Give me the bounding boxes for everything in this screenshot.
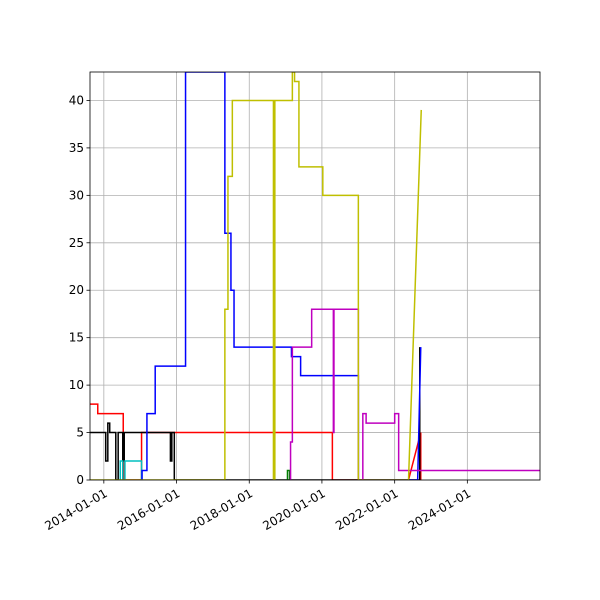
plot-frame (89, 71, 541, 481)
y-tick-label: 15 (69, 331, 84, 345)
x-tick-label: 2014-01-01 (42, 486, 109, 533)
x-tick-label: 2020-01-01 (260, 486, 327, 533)
series-group (90, 72, 540, 480)
series-line-3 (119, 460, 143, 480)
y-tick-label: 0 (76, 473, 84, 487)
y-tick-label: 25 (69, 236, 84, 250)
x-tick-label: 2018-01-01 (188, 486, 255, 533)
x-tick-label: 2024-01-01 (406, 486, 473, 533)
y-tick-label: 35 (69, 141, 84, 155)
x-tick-label: 2022-01-01 (333, 486, 400, 533)
plot-background (90, 72, 540, 480)
series-line-7 (90, 72, 422, 480)
y-tick-label: 10 (69, 378, 84, 392)
x-tick-label: 2016-01-01 (115, 486, 182, 533)
x-axis: 2014-01-01 2016-01-01 2018-01-01 2020-01-01… (42, 480, 473, 533)
series-line-4 (141, 72, 422, 480)
series-line-5 (286, 469, 291, 480)
series-line-1 (90, 403, 422, 480)
series-line-2 (90, 347, 421, 480)
grid-lines (90, 72, 540, 481)
y-axis: 0 5 10 15 20 25 30 35 40 (69, 93, 90, 487)
y-tick-label: 40 (69, 93, 84, 107)
y-tick-label: 30 (69, 188, 84, 202)
y-tick-label: 20 (69, 283, 84, 297)
y-tick-label: 5 (76, 426, 84, 440)
